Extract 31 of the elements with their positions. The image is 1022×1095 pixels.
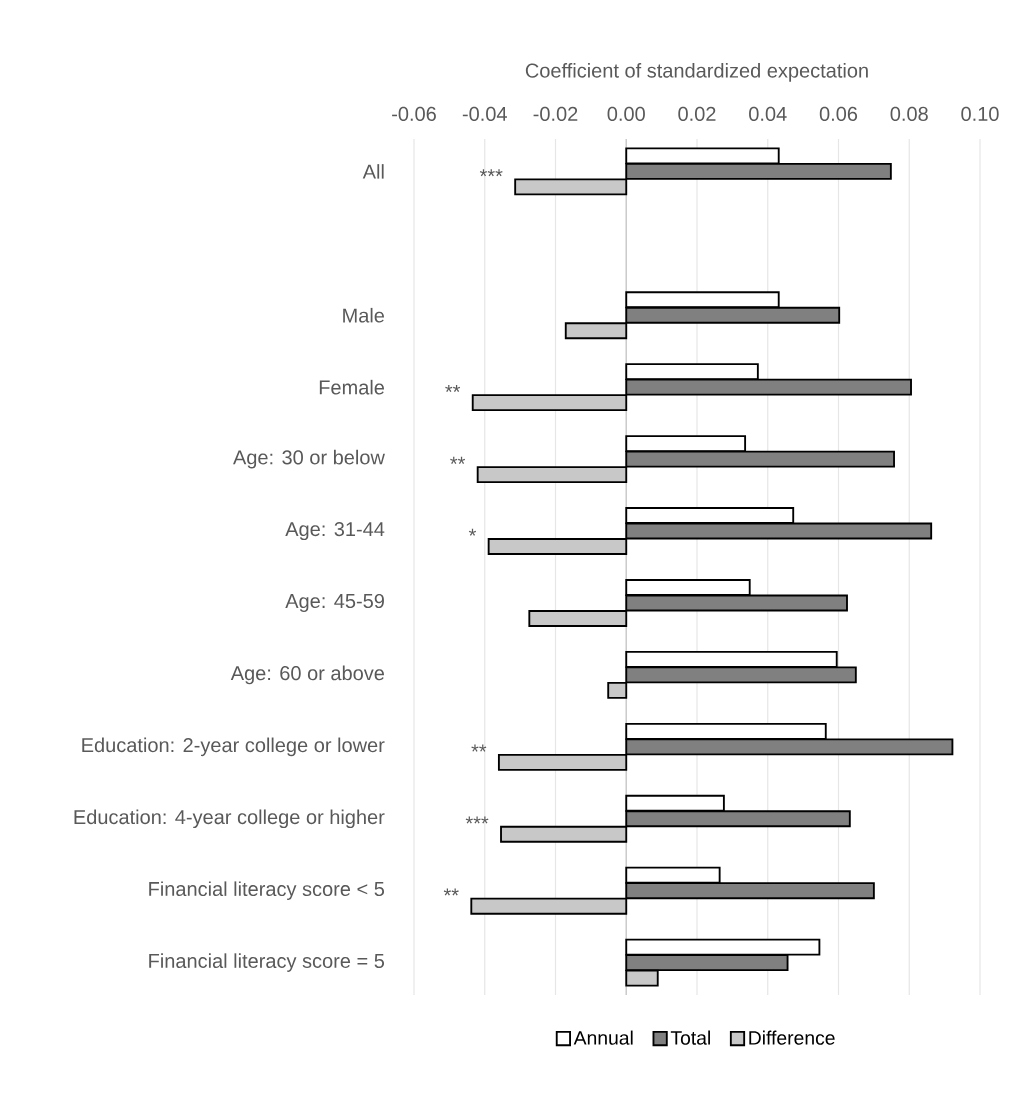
y-tick-label: All	[362, 164, 384, 179]
x-tick-label: -0.06	[392, 106, 436, 121]
data-label: ***	[465, 816, 489, 824]
x-axis-title: Coefficient of standardized expectation	[525, 63, 868, 82]
x-tick-label: 0.10	[961, 106, 999, 121]
data-label: ***	[479, 169, 503, 177]
x-tick-label: 0.04	[749, 106, 787, 121]
data-label: **	[450, 456, 466, 464]
y-tick-label: Education: 4-year college or higher	[74, 809, 385, 829]
y-tick-label: Financial literacy score < 5	[149, 881, 385, 901]
y-tick-label: Female	[319, 379, 385, 395]
data-label: **	[443, 888, 459, 896]
legend-label: Total	[670, 1030, 710, 1045]
data-label: *	[468, 528, 477, 536]
x-tick-label: 0.08	[890, 106, 928, 121]
y-tick-label: Age: 31-44	[285, 521, 385, 541]
data-label: **	[471, 744, 487, 752]
x-tick-label: -0.04	[462, 106, 507, 121]
y-tick-label: Education: 2-year college or lower	[82, 737, 385, 757]
data-label: **	[445, 384, 461, 392]
y-tick-label: Age: 30 or below	[233, 449, 385, 469]
y-tick-label: Age: 60 or above	[230, 665, 385, 685]
legend-label: Annual	[573, 1030, 633, 1045]
x-tick-label: 0.06	[819, 106, 858, 121]
x-tick-label: 0.02	[678, 106, 716, 121]
x-tick-label: -0.02	[533, 106, 578, 121]
y-tick-label: Male	[343, 307, 385, 323]
legend-label: Difference	[749, 1030, 835, 1045]
x-tick-label: 0.00	[607, 106, 645, 121]
y-tick-label: Age: 45-59	[285, 593, 384, 613]
y-tick-label: Financial literacy score = 5	[149, 953, 385, 972]
